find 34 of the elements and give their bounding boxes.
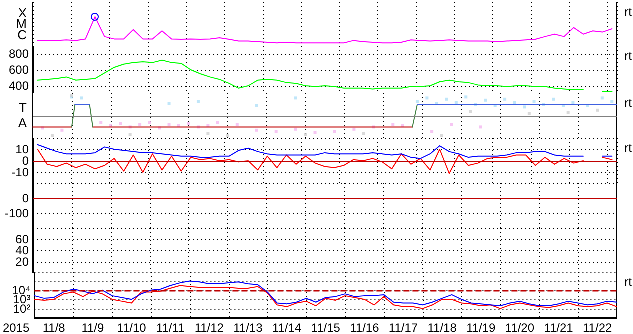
x-tick-label: 11/9	[82, 321, 104, 334]
text: rt	[624, 141, 633, 155]
y-tick-label: 10	[16, 142, 30, 156]
text: rt	[624, 96, 633, 110]
x-tick-label: 11/14	[272, 321, 302, 334]
x-tick-label: 11/20	[505, 321, 535, 334]
x-tick-label: 11/12	[194, 321, 224, 334]
x-tick-label: 11/13	[234, 321, 264, 334]
x-tick-label: 11/18	[428, 321, 458, 334]
y-tick-label: 0	[22, 154, 30, 168]
x-tick-label: 11/15	[311, 321, 341, 334]
text: rt	[624, 5, 633, 19]
x-tick-label: 11/10	[117, 321, 147, 334]
y-tick-label: -100	[4, 206, 30, 221]
text: T	[19, 100, 28, 116]
text: A	[18, 116, 28, 130]
y-tick-label: 20	[16, 254, 30, 269]
y-tick-label: 60	[16, 232, 30, 246]
x-tick-label: 11/16	[350, 321, 380, 334]
text: rt	[624, 49, 633, 63]
x-tick-label: 11/8	[42, 321, 66, 334]
x-tick-label: 11/11	[156, 321, 186, 334]
x-axis-title: 2015	[2, 321, 30, 334]
x-tick-label: 11/21	[544, 321, 574, 334]
y-tick-label: 800	[8, 47, 30, 61]
x-tick-label: 11/19	[466, 321, 496, 334]
text: rt	[624, 275, 633, 289]
y-tick-label: -10	[12, 166, 30, 180]
y-tick-label: 600	[8, 63, 30, 77]
y-tick-label: 400	[8, 79, 30, 93]
x-tick-label: 11/17	[388, 321, 418, 334]
x-tick-label: 11/22	[583, 321, 612, 334]
y-tick-label: 0	[22, 191, 30, 206]
y-tick-label: 40	[16, 244, 30, 258]
